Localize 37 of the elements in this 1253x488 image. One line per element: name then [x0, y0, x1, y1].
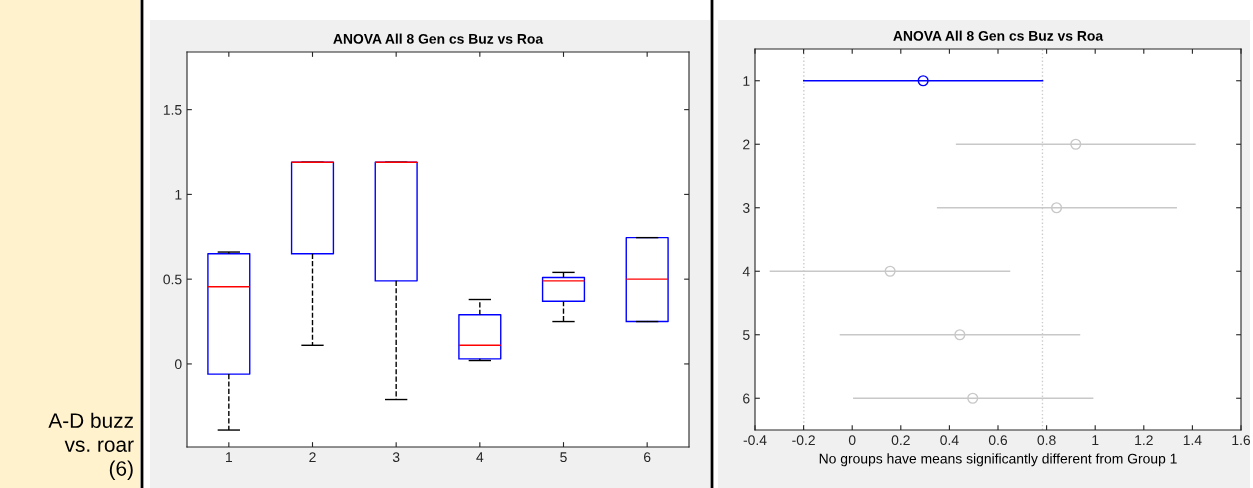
x-tick-label: 1 — [1092, 435, 1099, 445]
y-tick-label: 0 — [174, 359, 182, 370]
y-tick-label: 1.5 — [163, 105, 182, 115]
x-tick-label: 0.8 — [1037, 435, 1056, 446]
x-tick-label: 5 — [560, 452, 567, 463]
chart-title: ANOVA All 8 Gen cs Buz vs Roa — [333, 33, 544, 44]
y-tick-label: 4 — [742, 266, 750, 277]
y-tick-label: 2 — [743, 139, 750, 150]
x-tick-label: -0.2 — [792, 435, 815, 446]
chart-title: ANOVA All 8 Gen cs Buz vs Roa — [893, 30, 1104, 41]
x-tick-label: 6 — [644, 452, 651, 463]
point — [1051, 202, 1063, 214]
x-tick-label: 0.4 — [940, 435, 959, 446]
y-tick-label: 1 — [175, 189, 182, 200]
y-tick-label: 5 — [742, 330, 750, 340]
text: A-D buzz vs. roar (6) — [48, 412, 134, 480]
x-tick-label: 0.2 — [891, 435, 910, 446]
x-axis-title: No groups have means significantly different from Group 1 — [819, 453, 1177, 467]
point — [1070, 138, 1082, 150]
x-tick-label: 0.6 — [988, 435, 1008, 446]
x-tick-label: 1.4 — [1183, 435, 1202, 445]
point — [917, 75, 929, 87]
x-tick-label: -0.4 — [743, 435, 767, 446]
x-tick-label: 1.2 — [1135, 435, 1153, 445]
point — [884, 265, 896, 277]
y-tick-label: 1 — [743, 76, 750, 86]
y-tick-label: 6 — [743, 393, 750, 404]
y-tick-label: 0.5 — [163, 274, 182, 285]
x-tick-label: 2 — [309, 452, 316, 462]
x-tick-label: 1.6 — [1232, 435, 1251, 446]
x-tick-label: 0 — [848, 435, 856, 446]
point — [954, 329, 966, 341]
x-tick-label: 4 — [476, 452, 484, 462]
y-tick-label: 3 — [742, 203, 750, 213]
x-tick-label: 3 — [392, 452, 400, 463]
x-tick-label: 1 — [226, 452, 233, 462]
point — [967, 392, 979, 404]
